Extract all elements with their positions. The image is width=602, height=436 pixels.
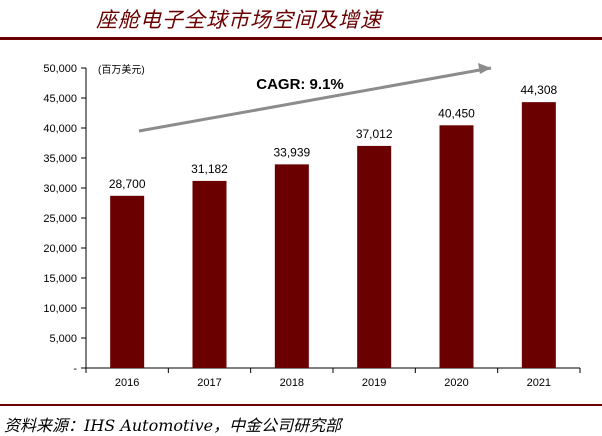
bar-2017 <box>192 180 227 368</box>
source-note: 资料来源：IHS Automotive，中金公司研究部 <box>4 416 342 435</box>
bar-value-label: 44,308 <box>520 83 557 97</box>
bar-2020 <box>439 125 474 368</box>
bar-chart: - 5,000 10,000 15,000 20,000 25,000 30,000 35,0… <box>43 63 581 389</box>
footer-rule <box>0 404 602 406</box>
y-tick-label: - <box>73 363 77 375</box>
y-tick-label: 30,000 <box>43 183 77 195</box>
bar-value-label: 31,182 <box>191 162 228 176</box>
bar-value-label: 37,012 <box>356 127 393 141</box>
y-tick-label: 35,000 <box>43 153 77 165</box>
bar-value-label: 33,939 <box>273 145 310 159</box>
cagr-annotation: CAGR: 9.1% <box>256 76 344 93</box>
x-tick-label: 2017 <box>197 377 221 389</box>
bar-2018 <box>274 164 309 368</box>
y-tick-label: 50,000 <box>43 63 77 75</box>
x-tick-label: 2019 <box>362 377 386 389</box>
y-tick-label: 15,000 <box>43 273 77 285</box>
y-tick-label: 40,000 <box>43 123 77 135</box>
bar-value-label: 28,700 <box>109 177 146 191</box>
y-tick-label: 45,000 <box>43 93 77 105</box>
y-tick-label: 20,000 <box>43 243 77 255</box>
bar-2019 <box>357 145 392 368</box>
y-tick-label: 10,000 <box>43 303 77 315</box>
y-tick-label: 25,000 <box>43 213 77 225</box>
bar-2021 <box>521 102 556 368</box>
chart-title: 座舱电子全球市场空间及增速 <box>96 8 382 32</box>
bar-series <box>110 102 556 368</box>
bar-2016 <box>110 195 145 368</box>
x-tick-label: 2020 <box>444 377 468 389</box>
data-labels: 28,700 2016 31,182 2017 33,939 2018 37,012 2019… <box>109 83 558 389</box>
title-rule <box>0 37 602 40</box>
y-tick-label: 5,000 <box>49 333 77 345</box>
chart-axes: - 5,000 10,000 15,000 20,000 25,000 30,000 35,0… <box>43 63 581 375</box>
x-tick-label: 2016 <box>115 377 139 389</box>
x-tick-label: 2018 <box>280 377 304 389</box>
cagr-arrowhead <box>478 63 491 74</box>
unit-label: (百万美元) <box>98 63 145 76</box>
bar-value-label: 40,450 <box>438 106 475 120</box>
cagr-arrow <box>138 66 492 133</box>
x-tick-label: 2021 <box>527 377 551 389</box>
